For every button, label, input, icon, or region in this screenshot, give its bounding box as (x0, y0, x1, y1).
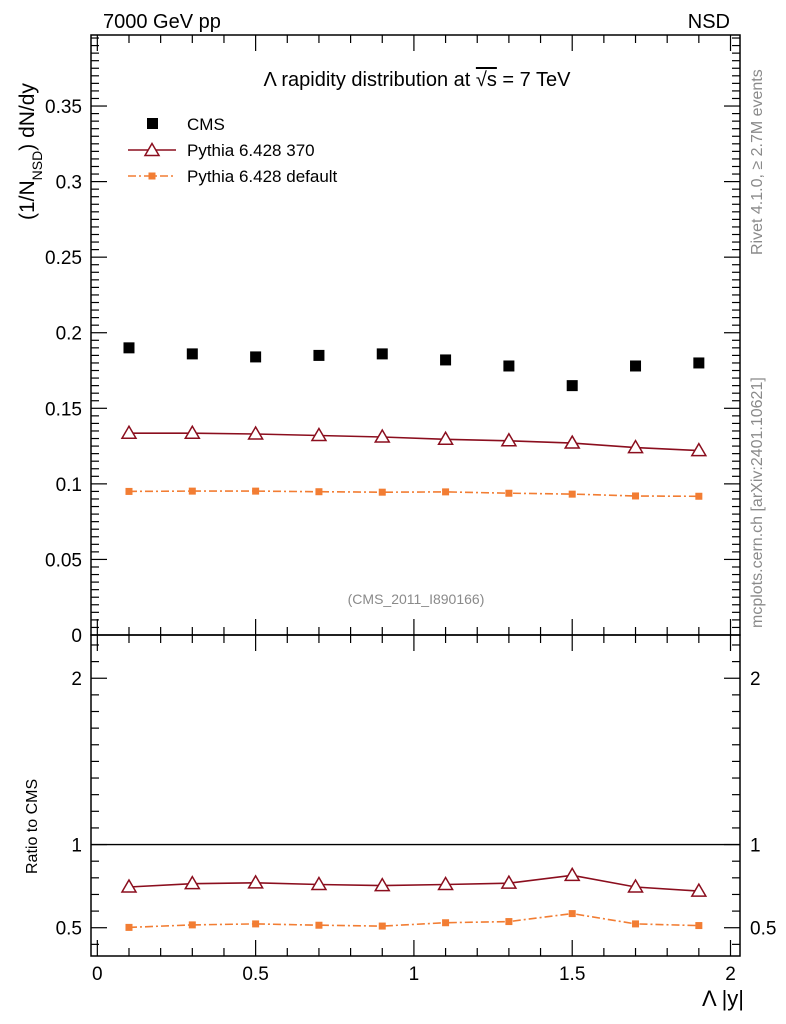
ref-label: (CMS_2011_I890166) (348, 591, 485, 607)
point-pythia-370 (247, 425, 264, 440)
x-tick-label: 1 (409, 964, 420, 985)
point-pythia-370 (627, 439, 644, 454)
point-cms (440, 354, 452, 366)
ratio-point-pythia-370 (373, 877, 391, 892)
point-pythia-default (125, 487, 133, 495)
y-axis-label: (1/NNSD) dN/dy (16, 83, 45, 220)
ratio-tick-label: 2 (71, 669, 82, 690)
legend-label-pythia-370: Pythia 6.428 370 (187, 141, 315, 160)
legend-marker-cms (147, 118, 158, 129)
ratio-point-pythia-370 (690, 882, 708, 897)
y-tick-label: 0.1 (56, 475, 82, 496)
ratio-point-pythia-default (442, 919, 450, 927)
title-sqrt: √s (476, 69, 497, 91)
point-cms (313, 349, 325, 361)
point-pythia-default (505, 489, 513, 497)
ratio-point-pythia-default (505, 918, 513, 926)
y-tick-label: 0.2 (56, 324, 82, 345)
ratio-point-pythia-370 (310, 875, 328, 891)
ratio-point-pythia-default (188, 921, 196, 929)
y-tick-label-zero: 0 (71, 626, 82, 647)
point-pythia-default (695, 492, 703, 500)
point-pythia-370 (310, 427, 328, 442)
y-tick-label: 0.05 (45, 550, 82, 571)
x-tick-label: 2 (725, 964, 736, 985)
ratio-point-pythia-370 (563, 866, 581, 882)
ratio-point-pythia-default (125, 923, 133, 931)
ratio-tick-label-right: 1 (750, 836, 761, 857)
ratio-point-pythia-default (632, 920, 640, 928)
ratio-tick-label-right: 0.5 (750, 919, 776, 940)
ratio-line-pythia-370 (128, 874, 699, 892)
point-pythia-default (568, 490, 576, 498)
ratio-point-pythia-default (695, 922, 703, 930)
point-pythia-default (632, 492, 640, 500)
title-prefix: Λ rapidity distribution at (264, 69, 476, 91)
y-tick-label: 0.35 (45, 97, 82, 118)
y-tick-label: 0.15 (45, 399, 82, 420)
ratio-tick-label: 1 (71, 836, 82, 857)
point-pythia-370 (120, 424, 138, 439)
legend-marker-pythia-370 (143, 142, 161, 157)
ratio-point-pythia-default (315, 921, 323, 929)
legend-label-cms: CMS (187, 115, 225, 134)
point-cms (503, 360, 515, 372)
ratio-point-pythia-default (252, 920, 260, 928)
x-axis-label: Λ |y| (702, 986, 744, 1011)
x-tick-label: 0.5 (242, 964, 268, 985)
ratio-point-pythia-370 (184, 875, 201, 890)
ratio-tick-label: 0.5 (56, 919, 82, 940)
ratio-point-pythia-370 (500, 874, 518, 889)
point-cms (693, 357, 705, 369)
ratio-point-pythia-370 (247, 874, 264, 889)
point-pythia-370 (437, 430, 454, 446)
ratio-point-pythia-default (568, 910, 576, 918)
x-tick-label: 0 (92, 964, 103, 985)
header-left: 7000 GeV pp (103, 11, 221, 33)
legend: CMS Pythia 6.428 370 Pythia 6.428 defaul… (128, 115, 338, 186)
point-cms (630, 360, 642, 372)
point-pythia-default (252, 487, 260, 495)
point-pythia-default (315, 488, 323, 496)
data-marks (120, 342, 708, 931)
ratio-point-pythia-default (378, 922, 386, 930)
line-pythia-370 (129, 432, 699, 452)
line-pythia-default (128, 490, 699, 498)
point-pythia-370 (690, 442, 708, 457)
ratio-line-pythia-default (128, 912, 699, 929)
point-pythia-370 (373, 428, 391, 443)
point-cms (123, 342, 135, 354)
ratio-y-axis-label: Ratio to CMS (24, 779, 41, 874)
axes: 0 0.5 1 1.5 2 0.05 0.1 0.15 0.2 0.25 0.3 0.35 0 0.5 0.… (45, 35, 776, 985)
header-right: NSD (688, 11, 730, 33)
ratio-point-pythia-370 (120, 878, 138, 893)
point-cms (376, 348, 388, 360)
ratio-point-pythia-370 (627, 878, 644, 893)
point-pythia-default (188, 487, 196, 495)
legend-label-pythia-default: Pythia 6.428 default (187, 167, 338, 186)
point-pythia-370 (500, 432, 518, 447)
legend-marker-pythia-default (148, 172, 156, 180)
title-suffix: = 7 TeV (497, 69, 571, 91)
chart-title: Λ rapidity distribution at √s = 7 TeV (264, 69, 572, 91)
point-cms (186, 348, 198, 360)
ratio-tick-label-right: 2 (750, 669, 761, 690)
y-tick-label: 0.3 (56, 173, 82, 194)
point-cms (250, 351, 262, 363)
rivet-label: Rivet 4.1.0, ≥ 2.7M events (749, 69, 766, 255)
y-tick-label: 0.25 (45, 248, 82, 269)
point-pythia-default (378, 488, 386, 496)
point-pythia-370 (184, 424, 201, 439)
ratio-point-pythia-370 (437, 875, 454, 891)
point-pythia-default (442, 488, 450, 496)
point-pythia-370 (563, 434, 581, 449)
point-cms (566, 380, 578, 392)
x-tick-label: 1.5 (559, 964, 585, 985)
ratio-frame (90, 634, 741, 957)
mcplots-label: mcplots.cern.ch [arXiv:2401.10621] (749, 377, 766, 628)
